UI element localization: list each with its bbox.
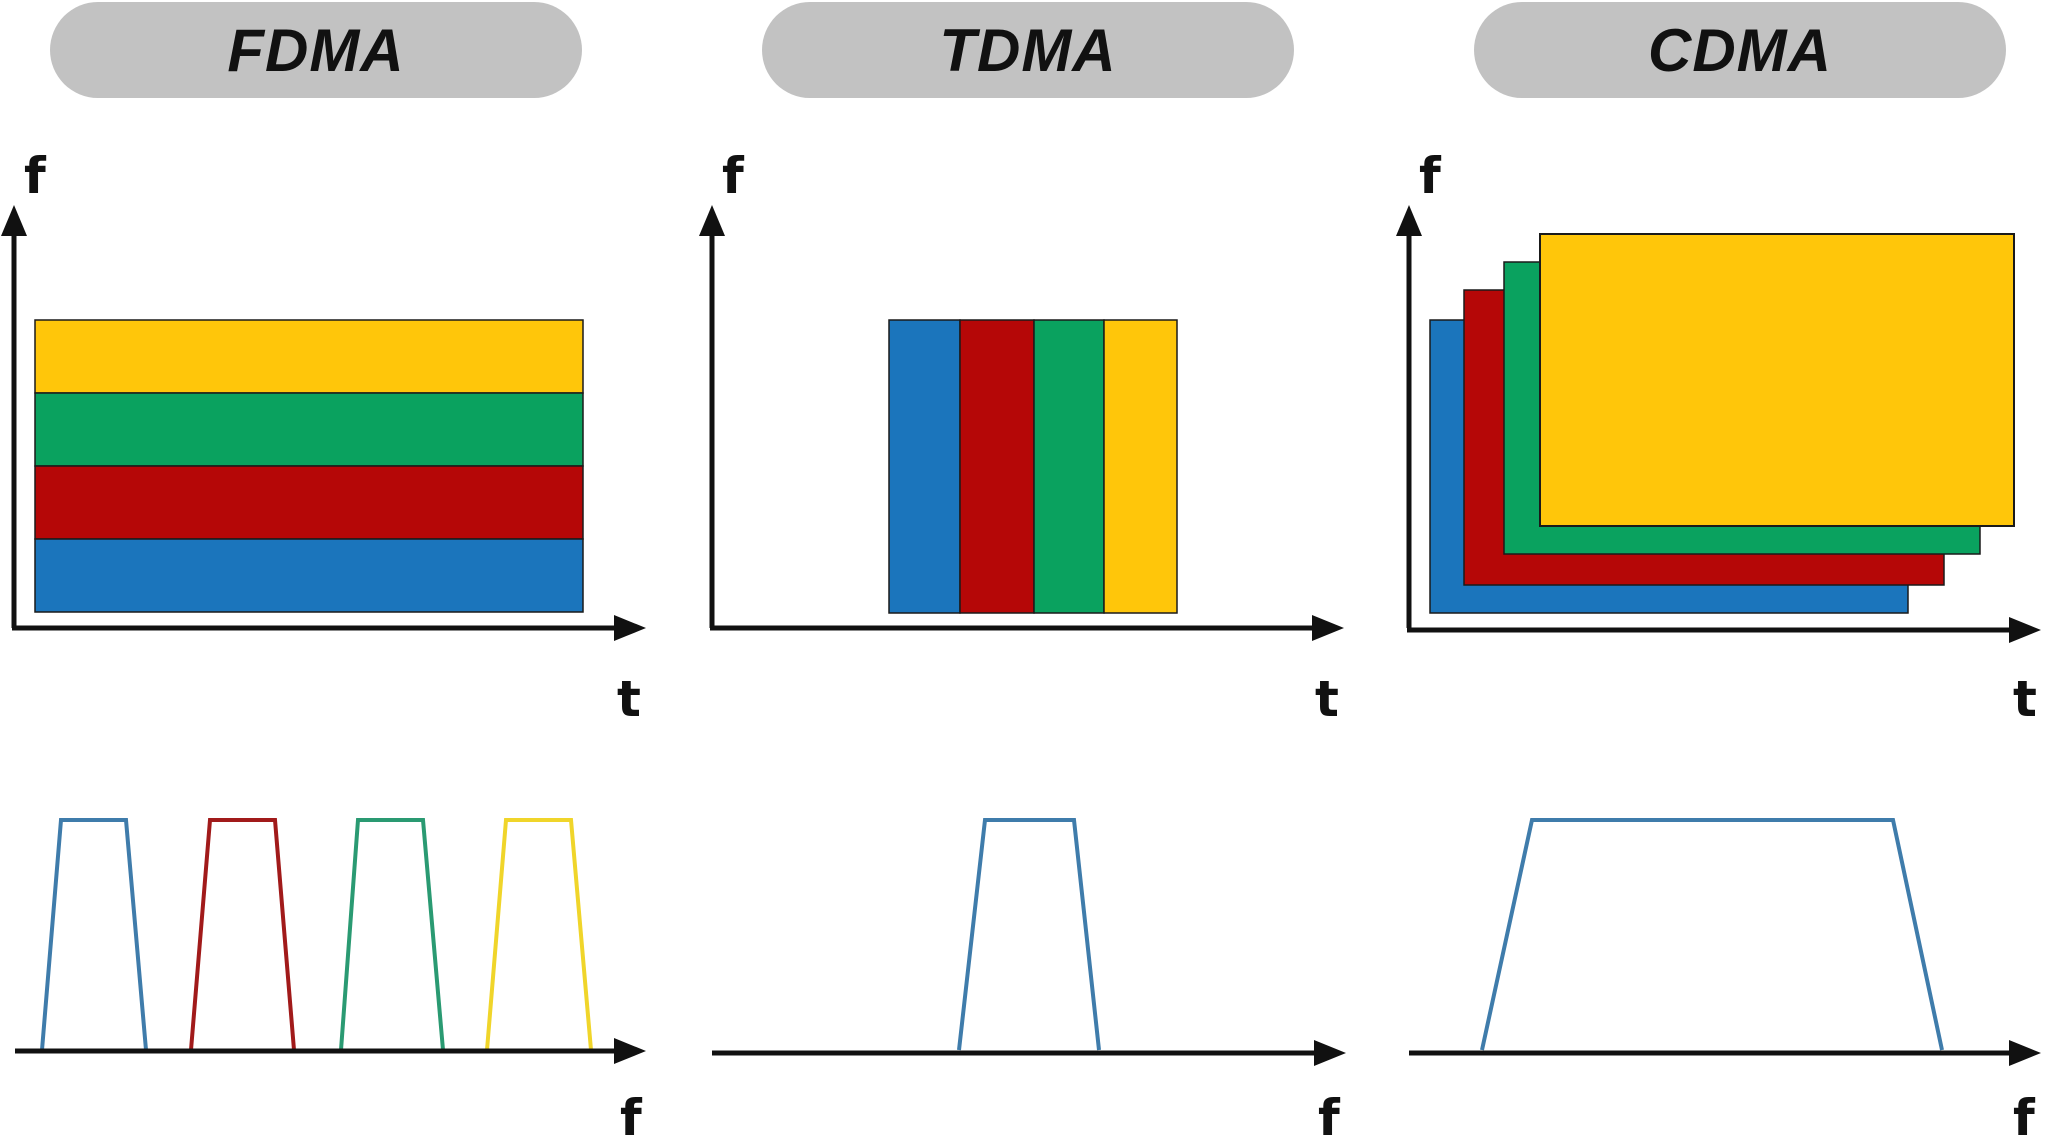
tdma-time-frequency-plot: f t [699, 147, 1344, 728]
fdma-band-yellow [34, 319, 584, 394]
fdma-frequency-axis-label: f [24, 147, 47, 205]
fdma-spectrum-channel-green [339, 818, 445, 1051]
cdma-time-frequency-plot: f t [1396, 147, 2041, 728]
fdma-spectrum-axis-label: f [620, 1089, 643, 1135]
tdma-spectrum-channel [957, 818, 1101, 1051]
fdma-spectrum-channel-blue [40, 818, 148, 1051]
cdma-time-axis-label: t [2013, 670, 2037, 728]
tdma-frequency-axis-label: f [722, 147, 745, 205]
cdma-code-layer-yellow [1539, 233, 2015, 527]
cdma-title-pill: CDMA [1474, 2, 2006, 98]
tdma-spectrum-axis-label: f [1318, 1089, 1341, 1135]
tdma-slot-yellow [1103, 319, 1178, 614]
fdma-spectrum-axis-arrowhead [614, 1038, 646, 1064]
tdma-time-axis-arrowhead [1312, 615, 1344, 641]
fdma-time-axis-arrowhead [614, 615, 646, 641]
fdma-frequency-axis-arrowhead [1, 205, 27, 236]
fdma-title-pill: FDMA [50, 2, 582, 98]
fdma-title: FDMA [227, 16, 405, 84]
cdma-frequency-axis-arrowhead [1396, 205, 1422, 236]
tdma-spectrum-plot: f [712, 818, 1346, 1135]
fdma-spectrum-plot: f [15, 818, 646, 1135]
cdma-spectrum-axis-arrowhead [2009, 1040, 2041, 1066]
tdma-time-axis-label: t [1315, 670, 1339, 728]
cdma-spectrum-axis-label: f [2013, 1089, 2036, 1135]
cdma-spectrum-plot: f [1409, 818, 2041, 1135]
tdma-title: TDMA [939, 16, 1117, 84]
cdma-frequency-axis-label: f [1419, 147, 1442, 205]
tdma-frequency-axis-arrowhead [699, 205, 725, 236]
tdma-spectrum-axis-arrowhead [1314, 1040, 1346, 1066]
cdma-title: CDMA [1648, 16, 1832, 84]
fdma-band-red [34, 465, 584, 540]
tdma-slot-red [959, 319, 1035, 614]
fdma-spectrum-channel-yellow [485, 818, 593, 1051]
tdma-title-pill: TDMA [762, 2, 1294, 98]
fdma-band-green [34, 392, 584, 467]
fdma-band-blue [34, 538, 584, 613]
fdma-time-frequency-plot: f t [1, 147, 646, 728]
tdma-slot-green [1033, 319, 1105, 614]
fdma-time-axis-label: t [617, 670, 641, 728]
fdma-spectrum-channel-red [189, 818, 296, 1051]
cdma-time-axis-arrowhead [2009, 617, 2041, 643]
tdma-slot-blue [888, 319, 961, 614]
cdma-spectrum-channel [1480, 818, 1944, 1051]
